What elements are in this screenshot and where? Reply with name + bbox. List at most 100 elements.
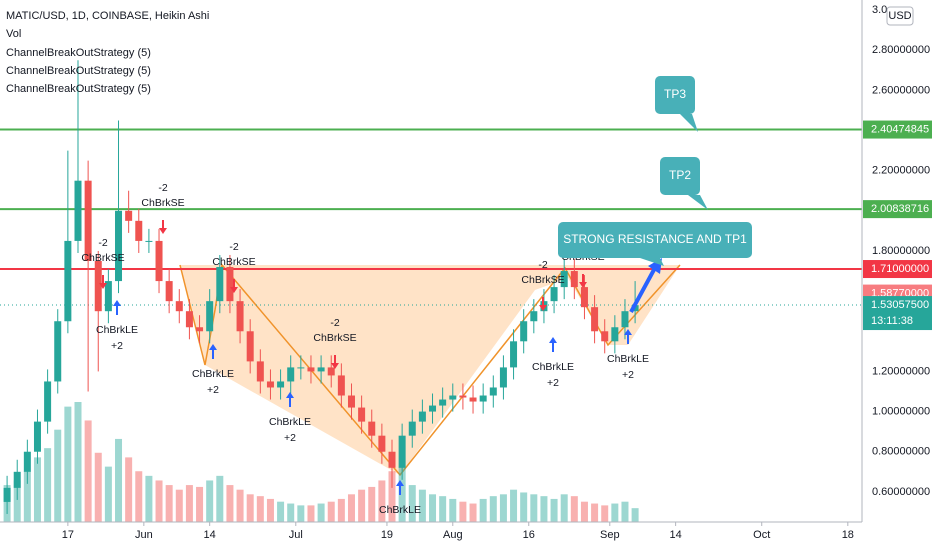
candle-body	[601, 331, 609, 342]
signal-arrowhead	[159, 228, 167, 234]
legend-item: Vol	[6, 28, 21, 40]
candle-body	[74, 180, 82, 241]
volume-bar	[115, 438, 123, 522]
candle-body	[327, 367, 335, 376]
candle-body	[266, 381, 274, 388]
volume-bar	[611, 503, 619, 522]
level-badge	[863, 200, 932, 219]
signal-label: ChBrkLE	[607, 353, 649, 365]
volume-bar	[246, 494, 254, 522]
callout-box	[558, 222, 752, 258]
volume-bar	[64, 406, 72, 522]
candle-body	[155, 240, 163, 282]
volume-bar	[540, 496, 548, 522]
callout-box	[655, 76, 695, 114]
candle-body	[175, 301, 183, 312]
candle-body	[13, 471, 21, 488]
x-tick-label: 16	[523, 529, 535, 541]
legend-item: ChannelBreakOutStrategy (5)	[6, 83, 151, 95]
signal-qty: -2	[330, 317, 339, 329]
candle-body	[520, 321, 528, 342]
candle-body	[287, 367, 295, 382]
arrow	[629, 265, 658, 313]
candle-body	[368, 421, 376, 436]
signal-qty: -2	[229, 241, 238, 253]
volume-bar	[429, 494, 437, 522]
candle-body	[165, 281, 173, 302]
pattern-area	[180, 265, 680, 475]
y-tick-label: 1.00000000	[872, 405, 930, 417]
volume-bar	[621, 501, 629, 522]
volume-bar	[196, 486, 204, 522]
volume-bar	[165, 485, 173, 522]
candle-body	[216, 267, 224, 302]
candle-body	[550, 287, 558, 302]
candle-body	[591, 307, 599, 332]
volume-bar	[591, 503, 599, 522]
volume-bar	[216, 475, 224, 522]
volume-bar	[236, 489, 244, 522]
axes: 3.0 2.80000000 2.60000000 2.20000000 1.80000…	[62, 4, 932, 541]
signal-label: ChBrkSE	[141, 197, 184, 209]
candle-body	[611, 327, 619, 342]
candle-body	[388, 451, 396, 468]
candle-body	[378, 435, 386, 452]
candle-body	[135, 220, 143, 241]
signal-label: ChBrkLE	[532, 361, 574, 373]
volume-bar	[185, 485, 193, 522]
callout-pointer	[688, 195, 708, 210]
candle-body	[185, 311, 193, 328]
signal-arrowhead	[99, 283, 107, 289]
candle-body	[33, 421, 41, 452]
signal-arrowhead	[286, 392, 294, 398]
signal-label: ChBrkSE	[81, 252, 124, 264]
signal-arrowhead	[113, 300, 121, 306]
signal-qty: +2	[547, 377, 559, 389]
candle-body	[408, 421, 416, 436]
volume-bar	[520, 492, 528, 522]
volume-bar	[337, 498, 345, 522]
volume-bar	[479, 498, 487, 522]
volume-bar	[104, 466, 112, 522]
candle-body	[560, 271, 568, 288]
legend-title: MATIC/USD, 1D, COINBASE, Heikin Ashi	[6, 10, 209, 22]
volume-bar	[94, 452, 102, 522]
candle-body	[510, 341, 518, 368]
volume-bar	[347, 494, 355, 522]
volume-bar	[499, 494, 507, 522]
candle-body	[64, 240, 72, 322]
callout: TP3	[655, 76, 698, 132]
volume-bar	[388, 471, 396, 522]
levels	[0, 128, 862, 306]
candle-body	[317, 367, 325, 372]
volume-bar	[135, 471, 143, 522]
y-tick-label: 3.0	[872, 4, 887, 16]
volume-bar	[510, 489, 518, 522]
signal-arrowhead	[539, 305, 547, 311]
y-tick-label: 2.80000000	[872, 44, 930, 56]
signal-label: ChBrkSE	[212, 256, 255, 268]
candle-body	[297, 367, 305, 369]
currency-badge[interactable]	[886, 6, 914, 26]
candle-body	[104, 281, 112, 312]
level-label: 2.40474845	[871, 123, 929, 135]
x-tick-label: Oct	[753, 529, 770, 541]
candle-body	[246, 331, 254, 362]
volume-bar	[570, 496, 578, 522]
signal-qty: +2	[622, 369, 634, 381]
volume-bar	[368, 486, 376, 522]
volume-bar	[13, 480, 21, 522]
volume-bar	[327, 501, 335, 522]
candle-body	[479, 395, 487, 402]
volume-bar	[560, 494, 568, 522]
candle-body	[84, 180, 92, 261]
signal-qty: +2	[284, 432, 296, 444]
candle-body	[449, 395, 457, 400]
signal-arrowhead	[579, 282, 587, 288]
volume-bar	[226, 485, 234, 522]
signal-label: ChBrkLE	[379, 504, 421, 516]
volume-bar	[530, 494, 538, 522]
candle-body	[236, 301, 244, 332]
volume-bar	[145, 475, 153, 522]
